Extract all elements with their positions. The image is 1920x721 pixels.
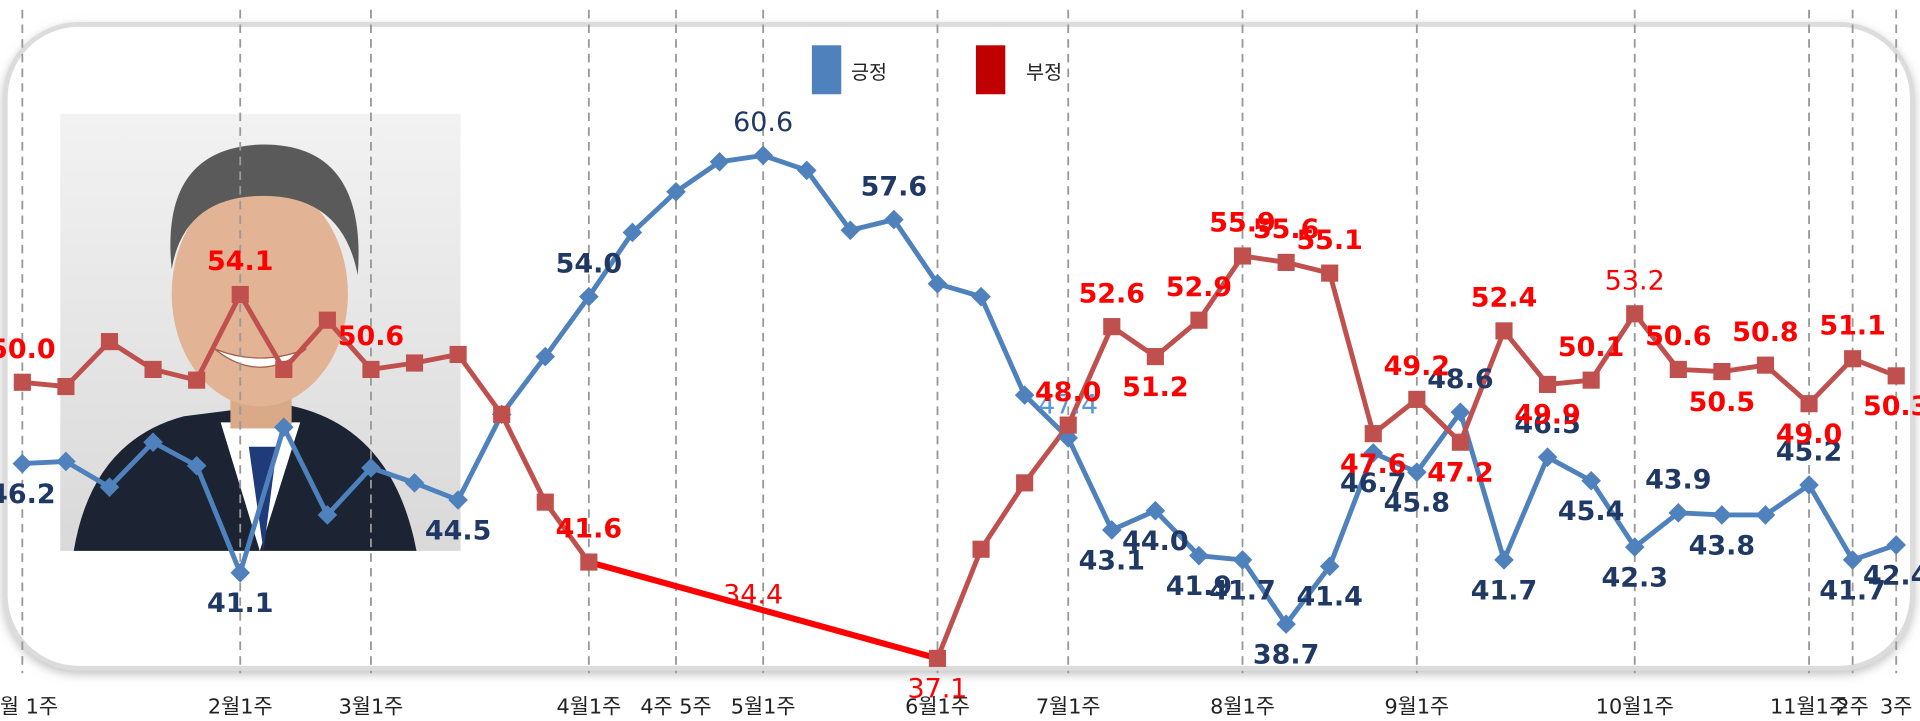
point-marker (1626, 305, 1643, 322)
point-marker (144, 361, 161, 378)
data-label: 52.6 (1079, 278, 1145, 309)
data-label: 51.1 (1819, 310, 1885, 341)
data-label: 50.8 (1732, 317, 1798, 348)
point-marker (537, 494, 554, 511)
point-marker (1670, 361, 1687, 378)
point-marker (362, 361, 379, 378)
point-marker (1016, 474, 1033, 491)
x-tick-label: 2주 (1836, 695, 1868, 719)
data-label: 50.3 (1863, 391, 1920, 422)
point-marker (1539, 376, 1556, 393)
data-label: 41.7 (1471, 575, 1537, 606)
point-marker (1278, 254, 1295, 271)
point-marker (232, 286, 249, 303)
point-marker (580, 553, 597, 570)
point-marker (1495, 322, 1512, 339)
data-label: 51.2 (1122, 372, 1188, 403)
data-label: 57.6 (861, 171, 927, 202)
data-label: 49.9 (1514, 400, 1580, 431)
data-label: 43.9 (1645, 465, 1711, 496)
point-marker (275, 361, 292, 378)
point-marker (188, 372, 205, 389)
data-label: 49.2 (1384, 351, 1450, 382)
page: 긍정 부정 1월 1주2월1주3월1주4월1주4주 5주5월1주6월1주7월1주… (0, 0, 1920, 721)
chart: 긍정 부정 1월 1주2월1주3월1주4월1주4주 5주5월1주6월1주7월1주… (0, 0, 1920, 721)
x-tick-label: 9월1주 (1384, 695, 1449, 719)
data-label: 41.6 (556, 514, 622, 545)
point-marker (1757, 357, 1774, 374)
point-marker (1452, 434, 1469, 451)
x-tick-label: 8월1주 (1210, 695, 1275, 719)
data-label: 50.1 (1558, 332, 1624, 363)
data-label: 60.6 (733, 107, 793, 138)
data-label: 54.1 (207, 246, 273, 277)
data-label: 45.8 (1384, 487, 1450, 518)
x-tick-label: 5월1주 (731, 695, 796, 719)
point-marker (450, 346, 467, 363)
data-label: 44.0 (1122, 526, 1188, 557)
point-marker (493, 406, 510, 423)
point-marker (1103, 318, 1120, 335)
point-marker (929, 650, 946, 667)
data-label: 41.7 (1209, 575, 1275, 606)
data-label: 47.6 (1340, 449, 1406, 480)
data-label: 41.1 (207, 588, 273, 619)
point-marker (1321, 265, 1338, 282)
x-tick-label: 10월1주 (1596, 695, 1674, 719)
point-marker (1583, 372, 1600, 389)
data-label: 43.8 (1689, 530, 1755, 561)
point-marker (972, 541, 989, 558)
point-marker (1713, 363, 1730, 380)
point-marker (406, 354, 423, 371)
point-marker (57, 378, 74, 395)
data-label: 52.4 (1471, 283, 1537, 314)
point-marker (101, 333, 118, 350)
data-label: 46.2 (0, 479, 56, 510)
data-label: 55.1 (1296, 225, 1362, 256)
data-label: 41.4 (1296, 582, 1362, 613)
point-marker (1888, 367, 1905, 384)
data-label: 42.3 (1602, 562, 1668, 593)
legend-label: 긍정 (851, 61, 887, 84)
data-label: 45.4 (1558, 496, 1624, 527)
point-marker (1190, 312, 1207, 329)
data-label: 37.1 (907, 674, 967, 705)
legend-swatch (976, 45, 1005, 94)
point-marker (1800, 395, 1817, 412)
data-label: 50.6 (338, 321, 404, 352)
point-marker (1147, 348, 1164, 365)
point-marker (319, 312, 336, 329)
point-marker (1365, 425, 1382, 442)
x-tick-label: 7월1주 (1036, 695, 1101, 719)
x-tick-label: 1월 1주 (0, 695, 58, 719)
x-tick-label: 2월1주 (208, 695, 273, 719)
data-label: 54.0 (556, 248, 622, 279)
point-marker (1408, 391, 1425, 408)
data-label: 38.7 (1253, 639, 1319, 670)
annotation: 34.4 (723, 580, 783, 611)
point-marker (1234, 247, 1251, 264)
legend-swatch (812, 45, 841, 94)
data-label: 52.9 (1166, 272, 1232, 303)
data-label: 50.5 (1689, 387, 1755, 418)
point-marker (14, 374, 31, 391)
point-marker (1844, 350, 1861, 367)
data-label: 42.4 (1863, 560, 1920, 591)
x-tick-label: 3주 (1880, 695, 1912, 719)
data-label: 50.6 (1645, 321, 1711, 352)
data-label: 47.2 (1427, 458, 1493, 489)
legend-label: 부정 (1026, 61, 1062, 84)
x-tick-label: 3월1주 (339, 695, 404, 719)
x-tick-label: 4주 5주 (640, 695, 711, 719)
data-label: 44.5 (425, 515, 491, 546)
data-label: 53.2 (1605, 265, 1665, 296)
x-tick-label: 4월1주 (556, 695, 621, 719)
data-label: 49.0 (1776, 419, 1842, 450)
data-label: 50.0 (0, 334, 56, 365)
data-label: 48.0 (1035, 377, 1101, 408)
